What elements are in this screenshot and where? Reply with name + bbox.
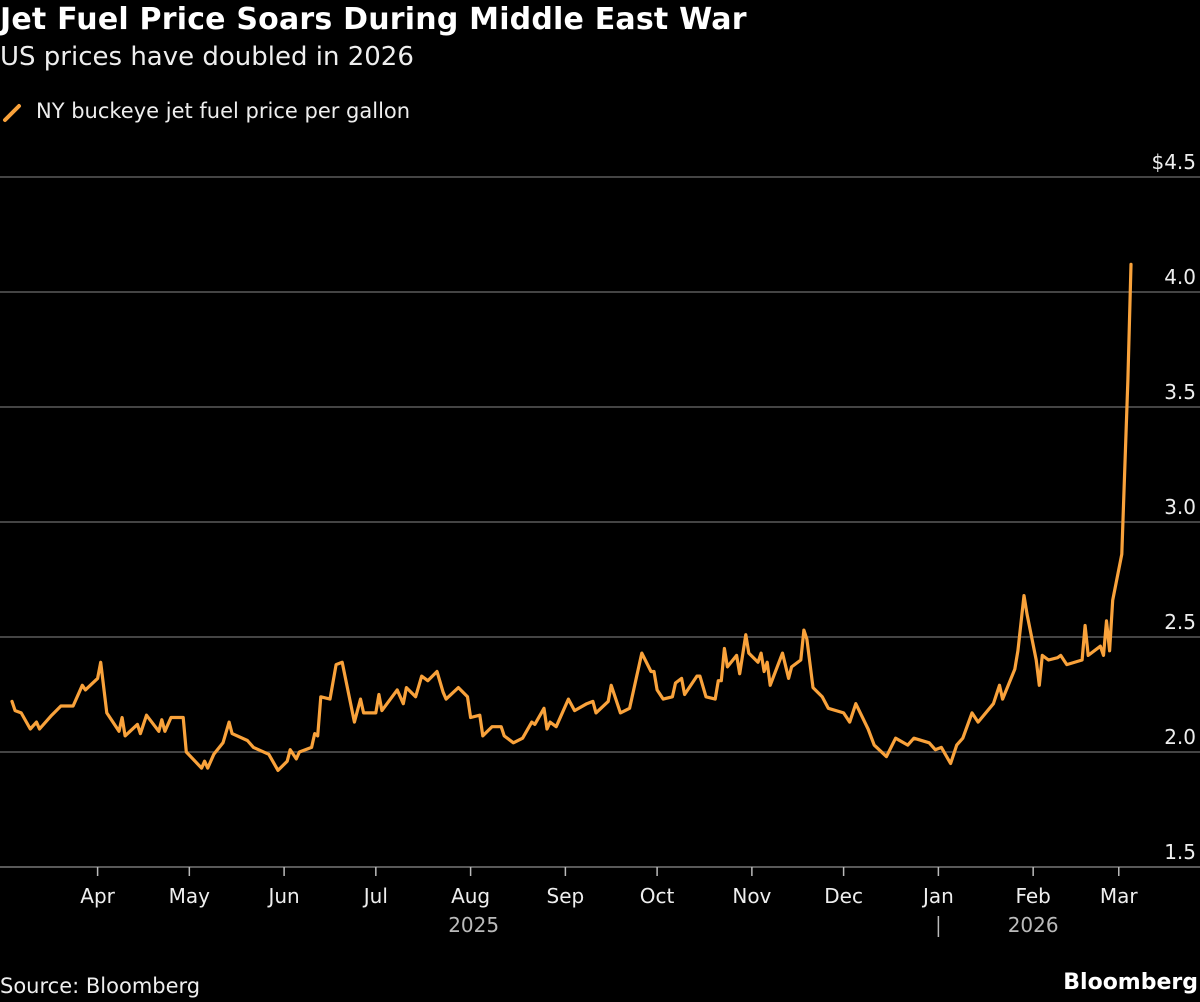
x-tick-label: Apr bbox=[80, 884, 115, 908]
x-tick-label: Jun bbox=[266, 884, 299, 908]
y-axis-labels: 1.5 2.0 2.5 3.0 3.5 4.0 $4.5 bbox=[1151, 150, 1196, 864]
data-points bbox=[11, 264, 1132, 771]
x-tick-label: Dec bbox=[824, 884, 863, 908]
y-tick-label: 3.0 bbox=[1164, 495, 1196, 519]
bloomberg-logo: Bloomberg bbox=[1063, 970, 1198, 995]
x-tick-label: Nov bbox=[732, 884, 771, 908]
y-tick-label: 3.5 bbox=[1164, 380, 1196, 404]
chart-title: Jet Fuel Price Soars During Middle East … bbox=[0, 2, 747, 37]
y-tick-label: 2.0 bbox=[1164, 725, 1196, 749]
legend-label: NY buckeye jet fuel price per gallon bbox=[36, 99, 411, 123]
gridlines bbox=[0, 176, 1200, 868]
x-tick-label: Jan bbox=[921, 884, 954, 908]
source-note: Source: Bloomberg bbox=[0, 974, 201, 998]
series-line-jet-fuel-price bbox=[10, 262, 1133, 772]
y-tick-label: 2.5 bbox=[1164, 610, 1196, 634]
legend: NY buckeye jet fuel price per gallon bbox=[0, 99, 410, 123]
x-axis: Apr May Jun Jul Aug Sep Oct Nov Dec Jan Feb Mar 2025… bbox=[80, 867, 1138, 937]
x-tick-label: Sep bbox=[547, 884, 585, 908]
x-tick-label: Oct bbox=[640, 884, 675, 908]
legend-line-icon bbox=[3, 104, 21, 122]
x-tick-label: Aug bbox=[451, 884, 490, 908]
y-tick-label: 1.5 bbox=[1164, 840, 1196, 864]
x-tick-label: Feb bbox=[1015, 884, 1050, 908]
x-tick-label: Jul bbox=[362, 884, 388, 908]
x-tick-label: Mar bbox=[1100, 884, 1139, 908]
y-tick-label: 4.0 bbox=[1164, 265, 1196, 289]
x-tick-label: May bbox=[169, 884, 211, 908]
chart-subtitle: US prices have doubled in 2026 bbox=[0, 42, 414, 72]
year-label: 2025 bbox=[448, 913, 499, 937]
y-tick-label: $4.5 bbox=[1151, 150, 1196, 174]
year-label: 2026 bbox=[1008, 913, 1059, 937]
